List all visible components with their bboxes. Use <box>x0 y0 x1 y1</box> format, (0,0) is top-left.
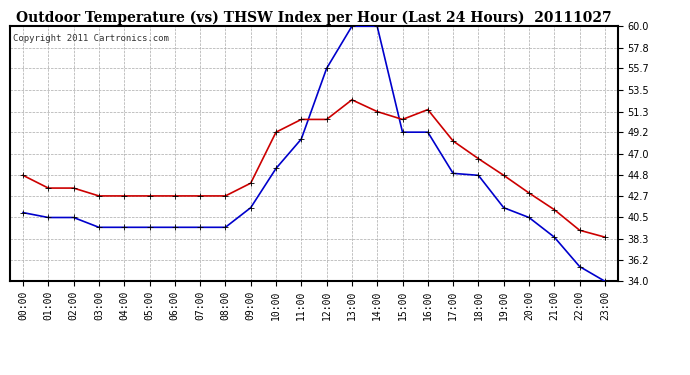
Text: Copyright 2011 Cartronics.com: Copyright 2011 Cartronics.com <box>13 34 169 43</box>
Title: Outdoor Temperature (vs) THSW Index per Hour (Last 24 Hours)  20111027: Outdoor Temperature (vs) THSW Index per … <box>16 11 612 25</box>
